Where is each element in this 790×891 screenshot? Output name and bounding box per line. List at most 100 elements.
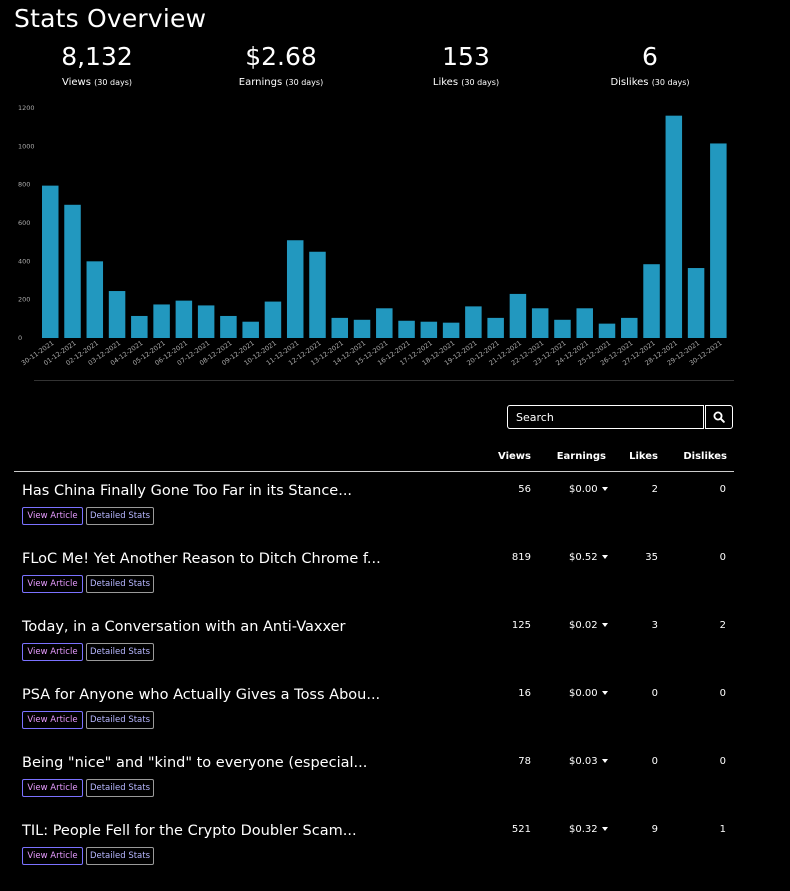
detailed-stats-button[interactable]: Detailed Stats: [86, 847, 154, 865]
chart-bar[interactable]: [286, 240, 304, 338]
chart-bar[interactable]: [242, 321, 259, 338]
y-tick-label: 0: [18, 334, 22, 342]
view-article-button[interactable]: View Article: [22, 711, 83, 729]
view-article-button[interactable]: View Article: [22, 575, 83, 593]
y-tick-label: 1200: [18, 104, 35, 112]
detailed-stats-button[interactable]: Detailed Stats: [86, 575, 154, 593]
views-cell: 819: [511, 552, 531, 563]
chart-bar[interactable]: [42, 185, 59, 339]
chart-bar[interactable]: [621, 317, 638, 339]
chart-bar[interactable]: [376, 308, 393, 338]
earnings-value: $0.52: [569, 552, 598, 563]
kpi-label: Earnings (30 days): [238, 77, 324, 88]
chart-bar[interactable]: [398, 320, 415, 338]
kpi-earnings: $2.68 Earnings (30 days): [191, 42, 371, 88]
column-header-earnings[interactable]: Earnings: [556, 451, 606, 462]
chart-divider: [34, 380, 734, 381]
chart-bar[interactable]: [331, 317, 349, 339]
table-row: Being "nice" and "kind" to everyone (esp…: [0, 755, 790, 823]
caret-down-icon: [601, 759, 608, 763]
views-cell: 56: [518, 484, 531, 495]
chart-bar[interactable]: [710, 143, 727, 338]
chart-bar[interactable]: [598, 323, 616, 339]
view-article-button[interactable]: View Article: [22, 847, 83, 865]
kpi-value: $2.68: [245, 42, 317, 71]
earnings-cell[interactable]: $0.32: [569, 824, 608, 835]
likes-cell: 0: [651, 688, 658, 699]
caret-down-icon: [601, 623, 608, 627]
view-article-button[interactable]: View Article: [22, 779, 83, 797]
likes-cell: 9: [651, 824, 658, 835]
table-row: TIL: People Fell for the Crypto Doubler …: [0, 823, 790, 891]
earnings-cell[interactable]: $0.02: [569, 620, 608, 631]
views-cell: 125: [511, 620, 531, 631]
earnings-value: $0.32: [569, 824, 598, 835]
views-cell: 521: [511, 824, 531, 835]
earnings-cell[interactable]: $0.00: [569, 484, 608, 495]
dislikes-cell: 0: [719, 688, 726, 699]
kpi-likes: 153 Likes (30 days): [376, 42, 556, 88]
table-row: Today, in a Conversation with an Anti-Va…: [0, 619, 790, 687]
article-title[interactable]: Has China Finally Gone Too Far in its St…: [22, 483, 353, 499]
article-title[interactable]: PSA for Anyone who Actually Gives a Toss…: [22, 687, 381, 703]
chart-bar[interactable]: [153, 304, 170, 338]
view-article-button[interactable]: View Article: [22, 507, 83, 525]
chart-bar[interactable]: [554, 319, 571, 338]
caret-down-icon: [601, 487, 608, 491]
page-title: Stats Overview: [14, 4, 207, 33]
chart-bar[interactable]: [309, 251, 326, 338]
views-cell: 78: [518, 756, 531, 767]
chart-bar[interactable]: [487, 317, 504, 339]
chart-bar[interactable]: [687, 268, 705, 338]
chart-bar[interactable]: [175, 300, 193, 339]
chart-bar[interactable]: [264, 301, 282, 338]
chart-bar[interactable]: [576, 308, 593, 338]
chart-bar[interactable]: [442, 322, 460, 338]
chart-bar[interactable]: [420, 321, 438, 338]
view-article-button[interactable]: View Article: [22, 643, 83, 661]
likes-cell: 35: [645, 552, 658, 563]
earnings-cell[interactable]: $0.03: [569, 756, 608, 767]
detailed-stats-button[interactable]: Detailed Stats: [86, 779, 154, 797]
table-row: PSA for Anyone who Actually Gives a Toss…: [0, 687, 790, 755]
chart-bar[interactable]: [643, 264, 660, 338]
chart-bar[interactable]: [465, 306, 482, 339]
earnings-value: $0.00: [569, 688, 598, 699]
search-input[interactable]: [507, 405, 704, 429]
chart-bar[interactable]: [86, 261, 104, 338]
kpi-value: 8,132: [61, 42, 133, 71]
chart-bar[interactable]: [197, 305, 215, 338]
article-title[interactable]: Being "nice" and "kind" to everyone (esp…: [22, 755, 368, 771]
dislikes-cell: 0: [719, 552, 726, 563]
chart-bar[interactable]: [665, 115, 683, 338]
chart-bar[interactable]: [531, 308, 549, 338]
table-header-divider: [14, 471, 734, 472]
likes-cell: 2: [651, 484, 658, 495]
article-title[interactable]: FLoC Me! Yet Another Reason to Ditch Chr…: [22, 551, 381, 567]
chart-bar[interactable]: [509, 293, 527, 338]
table-row: FLoC Me! Yet Another Reason to Ditch Chr…: [0, 551, 790, 619]
kpi-label: Dislikes (30 days): [610, 77, 690, 88]
earnings-cell[interactable]: $0.52: [569, 552, 608, 563]
y-tick-label: 200: [18, 296, 30, 304]
detailed-stats-button[interactable]: Detailed Stats: [86, 643, 154, 661]
kpi-views: 8,132 Views (30 days): [7, 42, 187, 88]
detailed-stats-button[interactable]: Detailed Stats: [86, 507, 154, 525]
search-button[interactable]: [705, 405, 733, 429]
earnings-cell[interactable]: $0.00: [569, 688, 608, 699]
article-title[interactable]: Today, in a Conversation with an Anti-Va…: [22, 619, 346, 635]
chart-bar[interactable]: [353, 319, 371, 338]
chart-bar[interactable]: [64, 204, 81, 338]
detailed-stats-button[interactable]: Detailed Stats: [86, 711, 154, 729]
column-header-dislikes[interactable]: Dislikes: [683, 451, 727, 462]
dislikes-cell: 0: [719, 756, 726, 767]
column-header-likes[interactable]: Likes: [629, 451, 658, 462]
article-title[interactable]: TIL: People Fell for the Crypto Doubler …: [22, 823, 357, 839]
column-header-views[interactable]: Views: [498, 451, 531, 462]
chart-bar[interactable]: [108, 291, 126, 338]
kpi-dislikes: 6 Dislikes (30 days): [560, 42, 740, 88]
chart-bar[interactable]: [131, 315, 148, 338]
table-row: Has China Finally Gone Too Far in its St…: [0, 483, 790, 551]
chart-bar[interactable]: [220, 315, 237, 338]
kpi-label: Likes (30 days): [432, 77, 500, 88]
